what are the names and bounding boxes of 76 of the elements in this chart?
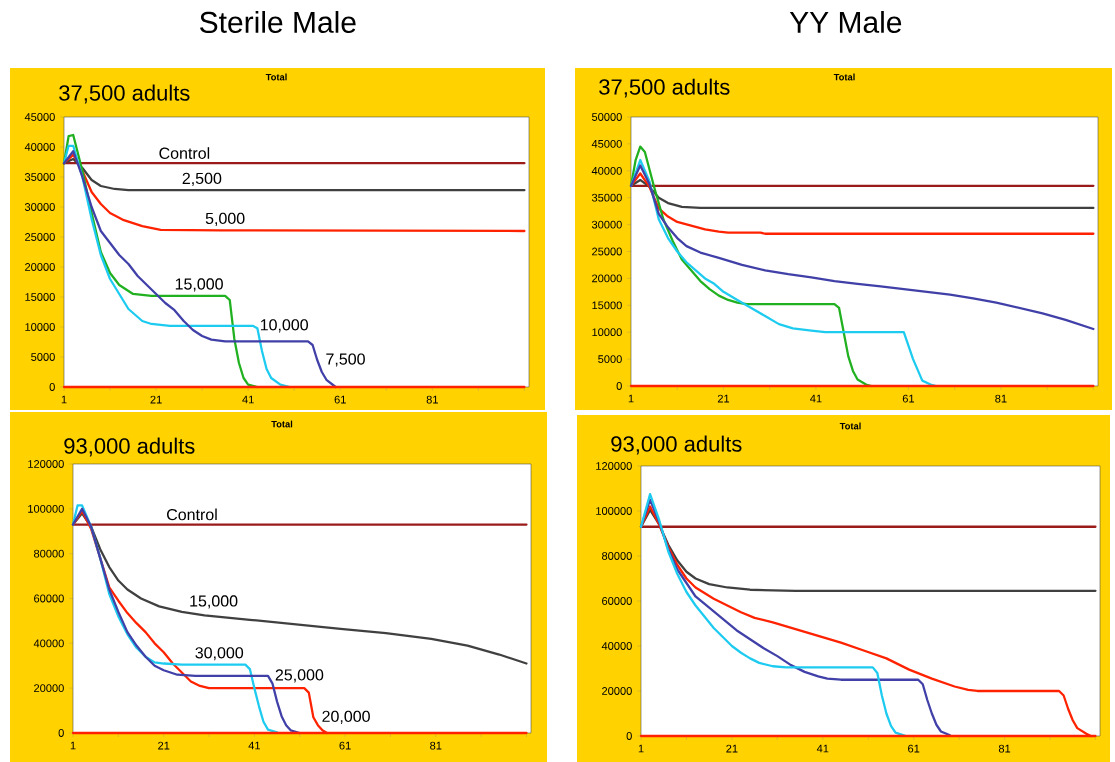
y-tick-label: 0 [626,732,632,740]
x-tick-label: 1 [638,744,644,753]
y-tick-label: 15000 [25,293,55,301]
y-tick-label: 50000 [591,113,622,121]
series-label: 20,000 [322,710,370,724]
x-tick-label: 81 [430,741,442,750]
chart-subtitle: 93,000 adults [611,435,742,455]
y-tick-label: 35000 [591,193,622,202]
y-tick-label: 20000 [34,684,64,693]
x-tick-label: 21 [158,741,170,750]
y-tick-label: 35000 [24,173,55,181]
x-tick-label: 41 [810,394,822,403]
x-tick-label: 61 [334,395,346,404]
text: Sterile Male [200,10,356,34]
chart-subtitle: 37,500 adults [59,84,190,104]
y-tick-label: 45000 [24,113,55,121]
y-tick-label: 80000 [602,552,632,560]
y-tick-label: 0 [616,382,622,390]
series-label: 2,500 [182,172,222,186]
y-tick-label: 60000 [602,597,632,605]
x-tick-label: 41 [816,744,829,753]
x-tick-label: 81 [995,394,1007,403]
x-tick-label: 1 [61,395,67,404]
x-tick-label: 81 [998,744,1011,753]
y-tick-label: 30000 [591,220,622,229]
series-label: 10,000 [260,319,309,333]
chart-title: Total [839,422,861,430]
y-tick-label: 40000 [24,143,55,151]
series-label: 15,000 [175,278,223,292]
y-tick-label: 45000 [591,139,622,148]
series-label: 5,000 [205,212,245,226]
y-tick-label: 100000 [28,504,64,513]
x-tick-label: 21 [150,395,162,404]
series-label: 25,000 [275,669,324,683]
y-tick-label: 120000 [596,462,632,470]
text: YY Male [789,10,902,34]
x-tick-label: 21 [726,744,738,753]
series-label: Control [167,508,217,521]
series-label: 7,500 [326,353,365,367]
chart-subtitle: 93,000 adults [64,437,195,457]
y-tick-label: 40000 [33,639,64,648]
x-tick-label: 21 [717,394,730,403]
series-label: 30,000 [195,647,244,661]
x-tick-label: 61 [908,744,920,753]
y-tick-label: 10000 [25,323,55,331]
y-tick-label: 0 [58,729,64,737]
y-tick-label: 15000 [592,301,622,310]
x-tick-label: 61 [339,741,351,750]
y-tick-label: 20000 [592,274,622,283]
y-tick-label: 25000 [592,247,622,256]
series-label: Control [159,147,210,159]
y-tick-label: 0 [49,383,55,391]
x-tick-label: 1 [628,394,634,403]
y-tick-label: 5000 [598,355,622,364]
y-tick-label: 100000 [596,507,632,515]
chart-subtitle: 37,500 adults [599,78,730,98]
chart-title: Total [271,420,293,428]
y-tick-label: 30000 [24,203,55,211]
y-tick-label: 120000 [28,460,64,468]
y-tick-label: 80000 [34,549,64,558]
y-tick-label: 10000 [592,328,622,337]
chart-title: Total [265,73,287,81]
x-tick-label: 61 [902,394,915,403]
y-tick-label: 60000 [34,594,64,603]
x-tick-label: 1 [70,741,76,750]
y-tick-label: 40000 [601,642,632,650]
y-tick-label: 5000 [31,353,55,361]
x-tick-label: 41 [242,395,254,404]
y-tick-label: 25000 [25,233,55,241]
y-tick-label: 20000 [25,263,55,271]
y-tick-label: 20000 [602,687,632,695]
x-tick-label: 81 [426,395,438,404]
x-tick-label: 41 [248,741,260,750]
series-label: 15,000 [190,595,238,609]
y-tick-label: 40000 [591,166,622,175]
chart-title: Total [833,73,855,81]
